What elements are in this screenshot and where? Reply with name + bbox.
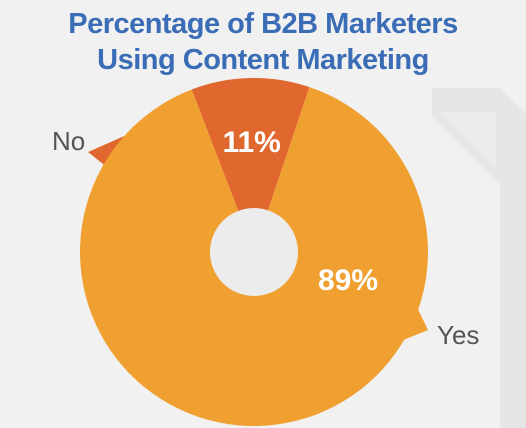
data-label-yes: 89% [318, 264, 378, 297]
chart-title: Percentage of B2B Marketers Using Conten… [0, 6, 526, 78]
data-label-no: 11% [222, 126, 280, 159]
donut-hole [210, 208, 298, 296]
category-label-no: No [52, 126, 85, 156]
category-label-yes: Yes [437, 320, 479, 350]
pie-slice-no [191, 78, 310, 252]
chart-title-line-2: Using Content Marketing [97, 44, 429, 76]
chart-title-line-1: Percentage of B2B Marketers [68, 8, 458, 40]
